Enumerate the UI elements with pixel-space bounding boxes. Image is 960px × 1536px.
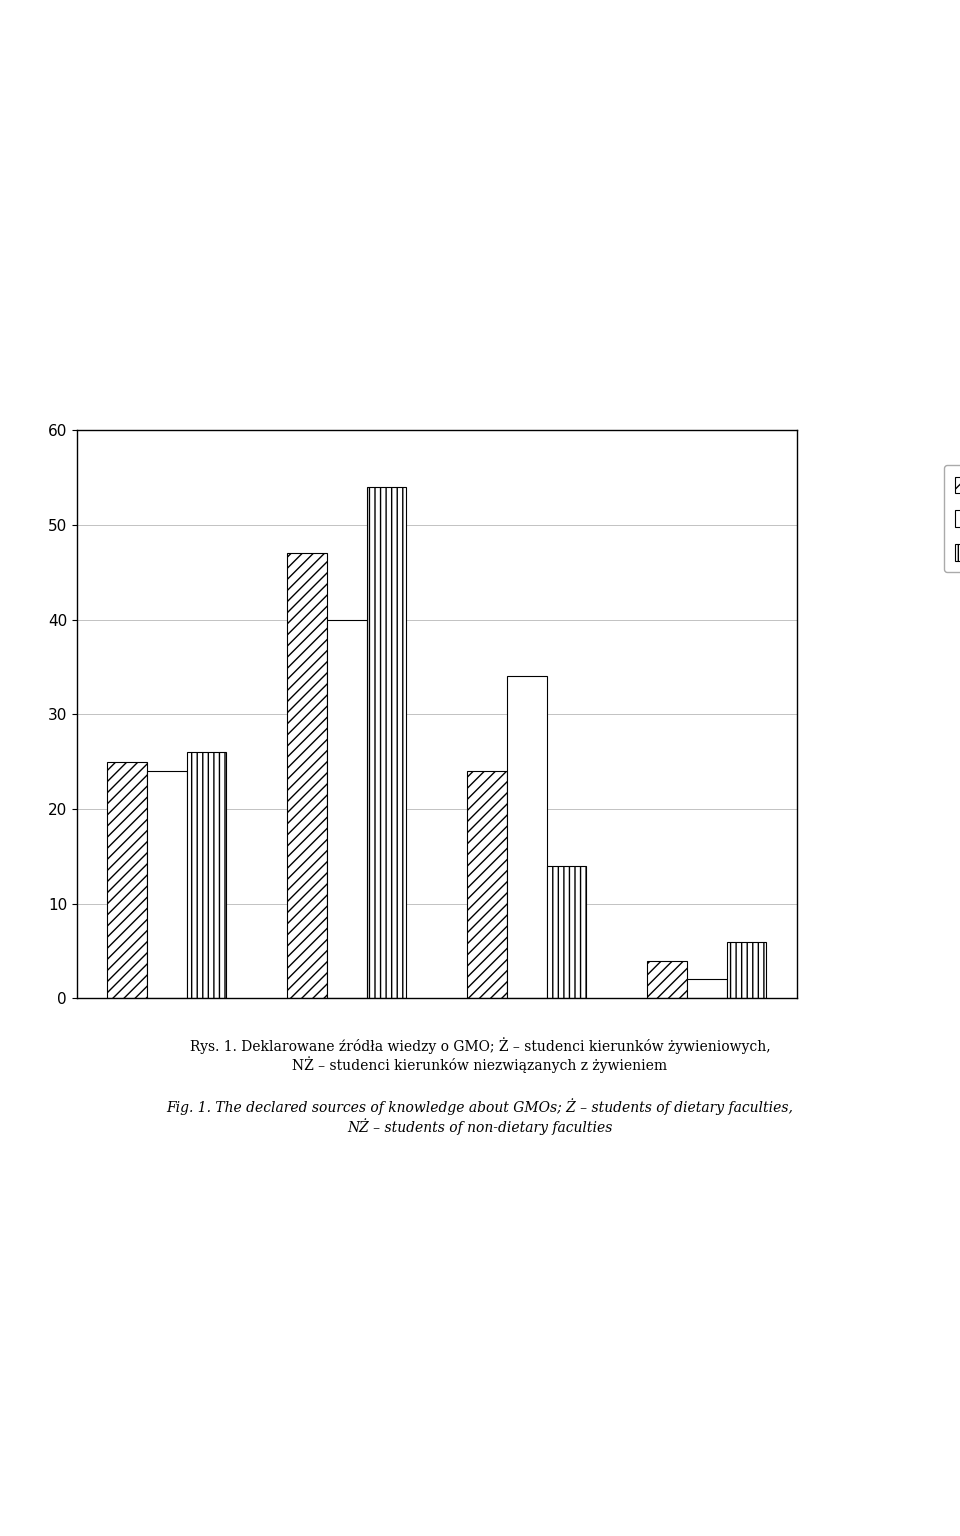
Text: Rys. 1. Deklarowane źródła wiedzy o GMO; Ż – studenci kierunków żywieniowych,
NŻ: Rys. 1. Deklarowane źródła wiedzy o GMO;… (190, 1037, 770, 1074)
Bar (186, 753, 227, 998)
Bar (468, 771, 507, 998)
Bar (507, 676, 546, 998)
Text: Fig. 1. The declared sources of knowledge about GMOs; Ż – students of dietary fa: Fig. 1. The declared sources of knowledg… (167, 1098, 793, 1135)
Bar (287, 553, 327, 998)
Bar (108, 762, 147, 998)
Bar (546, 866, 587, 998)
Legend: , , : , , (945, 465, 960, 571)
Bar (647, 960, 687, 998)
Bar (687, 980, 727, 998)
Bar (367, 487, 406, 998)
Bar (147, 771, 186, 998)
Bar (327, 619, 367, 998)
Bar (727, 942, 766, 998)
